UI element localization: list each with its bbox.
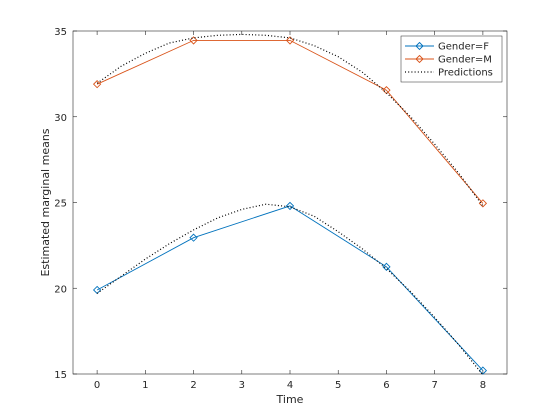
data-point (285, 36, 295, 45)
x-tick-label: 5 (335, 380, 341, 391)
x-tick-label: 0 (94, 380, 100, 391)
series-layer (92, 33, 488, 376)
x-tick-label: 8 (480, 380, 486, 391)
data-point (189, 233, 198, 242)
x-tick-label: 7 (431, 380, 437, 391)
data-point (285, 201, 295, 211)
x-axis-label: Time (276, 393, 304, 406)
legend-label: Gender=M (438, 55, 492, 66)
x-tick-label: 1 (142, 380, 148, 391)
legend-entry: Gender=M (405, 55, 492, 66)
legend-label: Predictions (438, 68, 493, 79)
series-3 (96, 33, 484, 207)
data-point (382, 262, 391, 271)
y-axis-label: Estimated marginal means (39, 128, 52, 276)
legend: Gender=F Gender=M Predictions (400, 35, 503, 83)
data-point (382, 86, 391, 95)
data-point (478, 366, 488, 375)
legend-marker (415, 54, 424, 64)
data-point (92, 285, 102, 295)
y-tick-label: 20 (54, 284, 67, 295)
axis-ticks (73, 30, 507, 375)
data-point (189, 36, 198, 45)
series-1 (92, 36, 488, 208)
series-0 (92, 201, 488, 375)
data-point (92, 80, 102, 89)
legend-entry: Predictions (405, 68, 493, 79)
y-tick-label: 30 (54, 113, 67, 124)
y-tick-label: 35 (54, 27, 67, 38)
series-line (96, 39, 484, 204)
x-tick-label: 4 (287, 380, 293, 391)
legend-entry: Gender=F (405, 42, 489, 53)
x-tick-label: 3 (239, 380, 245, 391)
tick-labels: 0 1 2 3 4 5 6 7 8 15 20 25 30 35 (54, 27, 486, 391)
series-line (96, 33, 484, 207)
y-tick-label: 25 (54, 199, 67, 210)
legend-label: Gender=F (438, 42, 489, 53)
series-line (96, 205, 484, 371)
y-tick-label: 15 (54, 370, 67, 381)
x-tick-label: 6 (383, 380, 389, 391)
x-tick-label: 2 (190, 380, 196, 391)
legend-marker (415, 41, 424, 51)
